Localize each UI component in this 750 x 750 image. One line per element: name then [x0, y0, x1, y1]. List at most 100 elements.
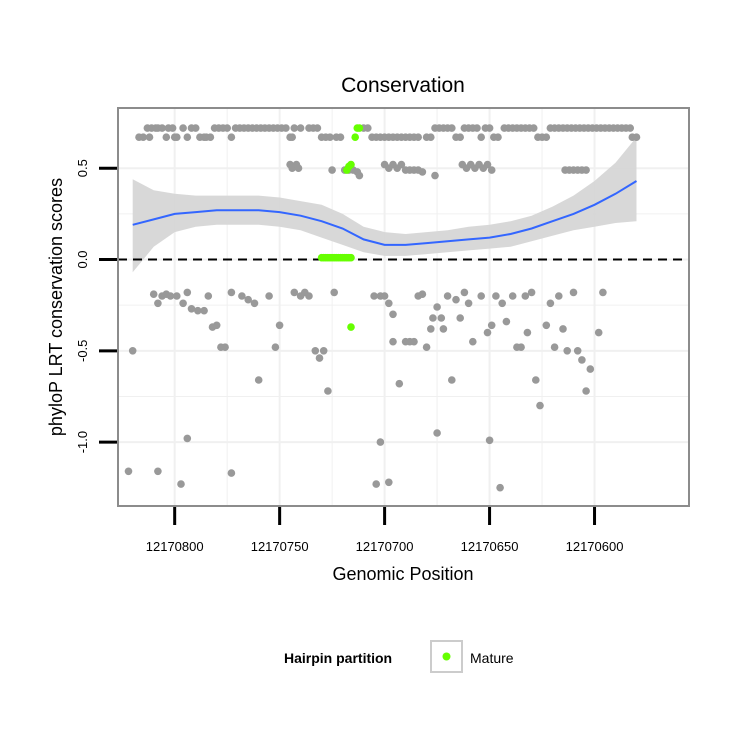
point-other [290, 288, 299, 297]
point-other [183, 288, 192, 297]
point-other [494, 133, 502, 141]
y-tick-label: 0.0 [75, 250, 90, 268]
point-other [294, 164, 303, 172]
point-other [328, 166, 336, 174]
point-other [477, 133, 486, 141]
point-other [223, 124, 231, 132]
point-other [227, 288, 236, 297]
x-tick-label: 12170700 [356, 539, 414, 554]
point-other [315, 354, 324, 362]
point-other [582, 166, 590, 174]
panel-border [117, 107, 690, 507]
point-other [336, 133, 345, 141]
point-other [573, 347, 582, 355]
point-other [483, 328, 492, 337]
point-other [275, 321, 284, 330]
point-other [632, 133, 641, 141]
point-mature [343, 166, 351, 174]
point-other [487, 166, 496, 174]
x-tick-label: 12170600 [566, 539, 624, 554]
point-other [177, 480, 185, 488]
point-other [422, 343, 431, 352]
point-other [448, 376, 456, 384]
smooth-line [132, 180, 638, 246]
point-other [563, 347, 571, 355]
point-other [496, 483, 504, 492]
y-axis: 0.5 0.0 -0.5 -1.0 [75, 159, 117, 453]
point-other [492, 292, 500, 300]
point-other [542, 133, 551, 141]
point-other [158, 124, 166, 132]
point-other [532, 376, 540, 384]
point-other [389, 310, 397, 319]
point-other [397, 160, 406, 169]
point-other [483, 160, 492, 169]
point-other [154, 299, 162, 308]
point-other [586, 365, 595, 373]
point-other [542, 321, 551, 330]
point-other [254, 376, 263, 384]
point-other [469, 337, 477, 346]
point-other [498, 299, 507, 308]
point-other [448, 124, 456, 132]
point-other [460, 288, 469, 297]
point-other [288, 133, 297, 141]
point-other [536, 401, 544, 410]
point-other [456, 133, 465, 141]
point-other [319, 347, 328, 355]
point-other [527, 288, 536, 297]
point-other [128, 347, 137, 355]
point-other [212, 321, 221, 330]
point-other [431, 171, 439, 180]
point-other [502, 317, 511, 326]
point-other [149, 290, 158, 299]
point-other [355, 171, 364, 180]
point-other [204, 292, 213, 300]
point-other [191, 124, 200, 132]
x-tick-label: 12170750 [251, 539, 309, 554]
point-other [271, 343, 280, 352]
point-other [599, 288, 607, 297]
legend-title: Hairpin partition [284, 650, 392, 666]
point-mature [347, 253, 355, 262]
point-other [437, 314, 446, 322]
point-mature [353, 124, 362, 132]
data-points [124, 124, 641, 492]
point-other [410, 337, 418, 346]
point-other [395, 379, 404, 388]
point-other [296, 124, 305, 132]
point-other [290, 124, 299, 132]
point-other [372, 480, 381, 488]
point-other [173, 292, 181, 300]
point-other [380, 292, 389, 300]
point-other [282, 124, 290, 132]
point-other [550, 343, 559, 352]
point-other [429, 314, 437, 322]
point-other [487, 321, 496, 330]
y-tick-label: 0.5 [75, 159, 90, 177]
point-other [200, 306, 208, 315]
point-other [166, 292, 175, 300]
legend-key-mature [442, 652, 451, 661]
point-other [443, 292, 452, 300]
point-other [427, 133, 435, 141]
point-other [179, 124, 187, 132]
point-other [206, 133, 215, 141]
point-other [145, 133, 154, 141]
point-other [389, 337, 397, 346]
point-other [305, 292, 313, 300]
point-other [324, 387, 332, 395]
point-other [183, 133, 192, 141]
point-other [370, 292, 378, 300]
chart-title: Conservation [341, 74, 465, 97]
point-other [529, 124, 538, 132]
point-other [244, 295, 252, 304]
point-other [183, 434, 192, 443]
point-other [485, 436, 494, 445]
point-other [221, 343, 229, 352]
ribbon-area [132, 137, 637, 273]
point-other [523, 328, 532, 337]
point-other [330, 288, 339, 297]
point-other [418, 168, 427, 176]
point-other [139, 133, 147, 141]
